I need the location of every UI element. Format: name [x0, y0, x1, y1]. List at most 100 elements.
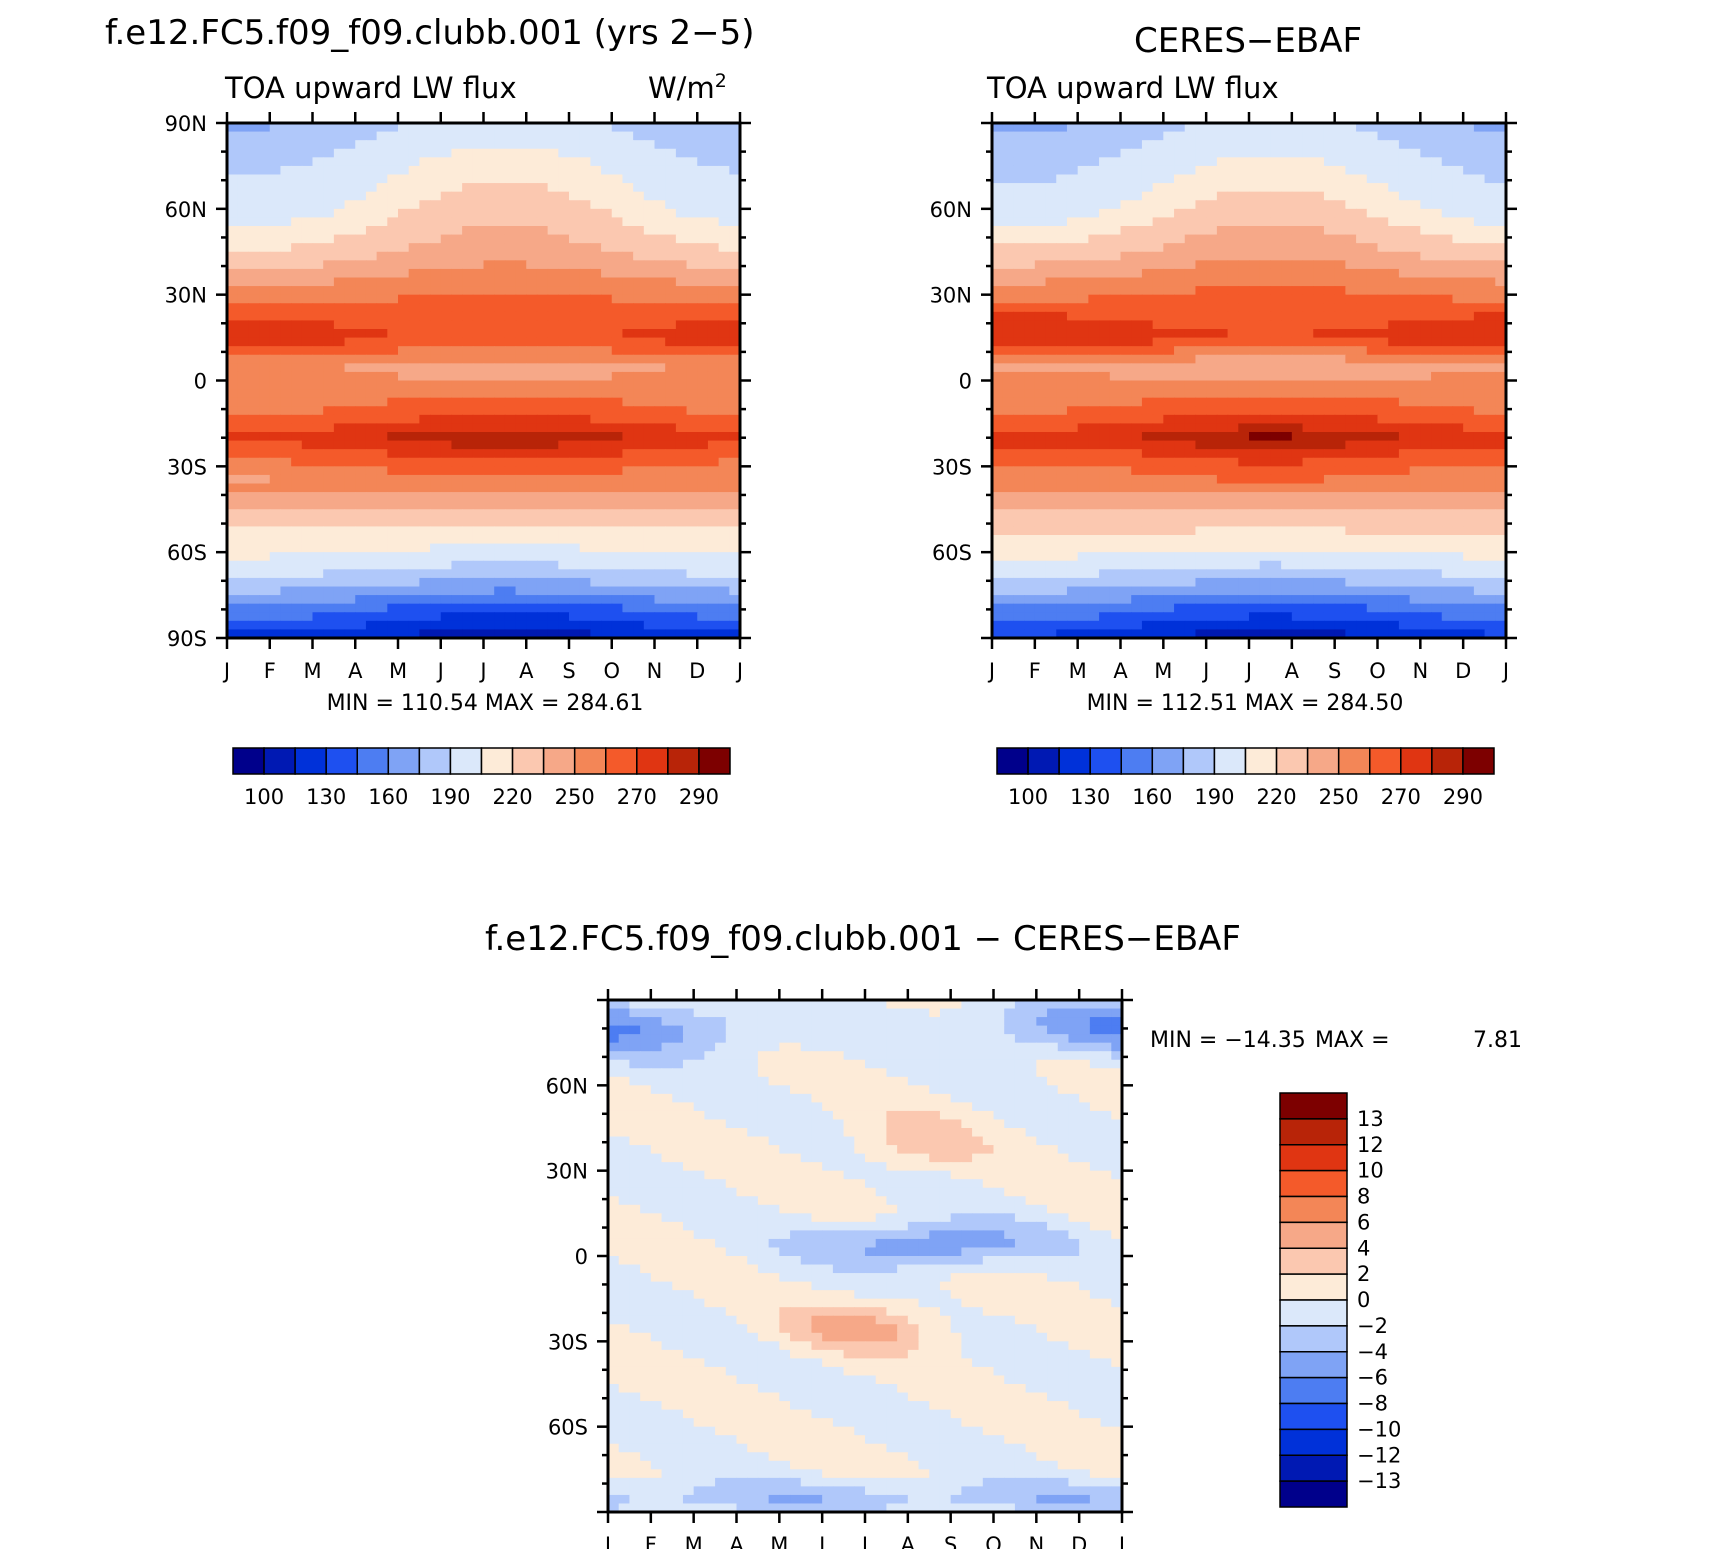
field-cell: [686, 294, 698, 304]
field-cell: [611, 183, 624, 193]
field-cell: [622, 535, 634, 545]
field-cell: [992, 457, 1004, 467]
field-cell: [301, 380, 314, 390]
field-cell: [419, 612, 431, 622]
field-cell: [355, 552, 367, 562]
field-cell: [1238, 234, 1250, 244]
field-cell: [312, 303, 324, 313]
field-cell: [1398, 268, 1411, 279]
field-cell: [365, 423, 378, 433]
field-cell: [1088, 380, 1100, 390]
field-cell: [547, 363, 559, 373]
field-cell: [1034, 226, 1047, 236]
field-cell: [547, 552, 559, 562]
field-cell: [536, 526, 549, 536]
field-cell: [1174, 303, 1186, 313]
field-cell: [1206, 286, 1218, 296]
field-cell: [1249, 346, 1261, 356]
field-cell: [1473, 243, 1486, 253]
field-cell: [398, 157, 410, 167]
field-cell: [1291, 423, 1304, 433]
field-cell: [1420, 389, 1432, 399]
colorbar-box: [294, 747, 327, 775]
field-cell: [1066, 397, 1079, 407]
field-cell: [237, 346, 249, 356]
field-cell: [291, 226, 303, 236]
field-cell: [472, 535, 485, 545]
field-cell: [451, 346, 463, 356]
field-cell: [569, 535, 581, 545]
field-cell: [1441, 294, 1454, 304]
field-cell: [323, 517, 335, 528]
field-cell: [665, 148, 677, 158]
field-cell: [333, 440, 346, 450]
field-cell: [1024, 457, 1036, 467]
field-cell: [707, 569, 720, 579]
x-tick-label: M: [303, 659, 321, 683]
field-cell: [227, 371, 239, 382]
field-cell: [1152, 363, 1164, 373]
field-cell: [1409, 449, 1421, 459]
field-cell: [1281, 277, 1293, 287]
field-cell: [312, 620, 324, 631]
field-cell: [291, 423, 303, 433]
field-cell: [312, 543, 324, 553]
field-cell: [633, 517, 645, 528]
field-cell: [408, 217, 420, 227]
field-cell: [686, 517, 698, 528]
field-cell: [569, 449, 581, 459]
x-tick-label: A: [519, 659, 534, 683]
field-cell: [1088, 440, 1100, 450]
field-cell: [494, 251, 506, 261]
field-cell: [992, 277, 1004, 287]
field-cell: [1398, 389, 1411, 399]
field-cell: [665, 123, 677, 133]
field-cell: [590, 569, 602, 579]
field-cell: [1195, 286, 1207, 296]
field-cell: [1238, 131, 1250, 141]
field-cell: [1249, 234, 1261, 244]
field-cell: [1473, 251, 1486, 261]
field-cell: [440, 260, 453, 270]
field-cell: [323, 260, 335, 270]
field-cell: [558, 414, 570, 425]
field-cell: [301, 620, 314, 631]
field-cell: [1270, 303, 1282, 313]
field-cell: [1195, 329, 1207, 339]
field-cell: [1270, 294, 1282, 304]
field-cell: [1163, 354, 1175, 364]
field-cell: [419, 629, 431, 639]
field-cell: [1463, 226, 1475, 236]
field-cell: [408, 620, 420, 631]
field-cell: [1045, 363, 1057, 373]
field-cell: [1495, 251, 1507, 261]
colorbar-box: [542, 747, 576, 775]
field-cell: [1420, 371, 1432, 382]
field-cell: [398, 294, 410, 304]
field-cell: [1024, 165, 1036, 176]
field-cell: [515, 509, 527, 519]
field-cell: [1431, 251, 1443, 261]
field-cell: [1249, 406, 1261, 416]
field-cell: [515, 414, 527, 425]
field-cell: [697, 457, 709, 467]
field-cell: [515, 243, 527, 253]
field-cell: [1045, 380, 1057, 390]
field-cell: [1099, 148, 1111, 158]
field-cell: [729, 414, 741, 425]
field-cell: [665, 569, 677, 579]
field-cell: [1345, 200, 1357, 210]
field-cell: [301, 440, 314, 450]
field-cell: [1420, 131, 1432, 141]
field-cell: [1227, 191, 1239, 201]
field-cell: [1366, 449, 1379, 459]
field-cell: [515, 311, 527, 322]
field-cell: [643, 457, 656, 467]
field-cell: [1441, 363, 1454, 373]
field-cell: [1452, 183, 1464, 193]
field-cell: [1291, 174, 1304, 184]
field-cell: [992, 268, 1004, 279]
field-cell: [1259, 414, 1272, 425]
field-cell: [547, 389, 559, 399]
field-cell: [1131, 226, 1143, 236]
